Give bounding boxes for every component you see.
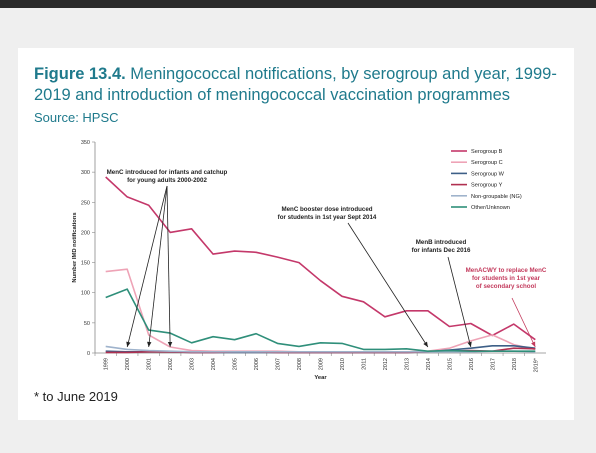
legend-label: Other/Unknown [471, 205, 510, 211]
x-tick-label: 2005 [233, 358, 239, 370]
legend-label: Non-groupable (NG) [471, 194, 522, 200]
footnote: * to June 2019 [34, 389, 118, 404]
annotation-arrowhead [423, 341, 428, 347]
annotation-text: for young adults 2000-2002 [127, 177, 207, 184]
x-tick-label: 2014 [426, 358, 432, 370]
annotation-text: MenC introduced for infants and catchup [107, 169, 228, 176]
x-tick-label: 2018 [512, 358, 518, 370]
x-tick-label: 2000 [125, 358, 131, 370]
y-tick-label: 100 [81, 291, 90, 297]
annotation-arrowhead [167, 341, 173, 347]
annotation-arrow [511, 297, 536, 348]
annotation-text: MenC booster dose introduced [281, 206, 372, 213]
legend-label: Serogroup W [471, 171, 505, 177]
figure-label: Figure 13.4. [34, 65, 126, 83]
annotation-text: for students in 1st year Sept 2014 [278, 214, 377, 221]
annotation-text: MenB introduced [416, 239, 467, 246]
figure-panel: Figure 13.4. Meningococcal notifications… [18, 48, 574, 420]
chart-annotations: MenC introduced for infants and catchupf… [107, 169, 547, 348]
annotation-arrowhead [147, 341, 152, 347]
line-chart: 0 50 100 150 200 250 300 350 1999 2000 2001 2002 200… [72, 140, 547, 381]
annotation-arrow [126, 185, 168, 348]
annotation-text: for infants Dec 2016 [412, 247, 471, 254]
x-tick-label: 2004 [211, 358, 217, 370]
series-line-0 [105, 176, 536, 341]
figure-title-text: Meningococcal notifications, by serogrou… [34, 65, 557, 104]
y-tick-label: 200 [81, 230, 90, 236]
series-lines [105, 176, 536, 354]
y-tick-label: 50 [84, 321, 90, 327]
y-tick-label: 0 [87, 351, 90, 357]
x-tick-label: 2013 [404, 358, 410, 370]
x-axis-label: Year [314, 375, 327, 381]
annotation-arrowhead [531, 341, 536, 347]
annotation-arrowhead [467, 341, 472, 347]
y-axis-label: Number IMD notifications [72, 212, 78, 282]
x-tick-label: 2009 [319, 358, 325, 370]
x-tick-label: 2016 [469, 358, 475, 370]
x-tick-label: 2011 [361, 358, 367, 370]
top-bar [0, 0, 596, 8]
figure-title: Figure 13.4. Meningococcal notifications… [34, 64, 574, 106]
chart-legend: Serogroup B Serogroup C Serogroup W Serogro… [451, 149, 522, 211]
y-tick-label: 350 [81, 140, 90, 146]
x-tick-label: 2007 [276, 358, 282, 370]
figure-source: Source: HPSC [34, 110, 119, 125]
x-tick-label: 2002 [168, 358, 174, 370]
annotation-arrowhead [126, 341, 131, 347]
annotation-text: of secondary school [476, 283, 536, 290]
annotation-text: for students in 1st year [472, 275, 541, 282]
y-tick-label: 250 [81, 200, 90, 206]
legend-label: Serogroup B [471, 149, 503, 155]
x-tick-label: 2008 [297, 358, 303, 370]
x-tick-label: 1999 [104, 358, 110, 370]
annotation-arrow [148, 185, 168, 348]
x-tick-label: 2001 [147, 358, 153, 370]
legend-label: Serogroup Y [471, 183, 503, 189]
annotation-arrow [166, 185, 171, 348]
x-tick-label: 2015 [447, 358, 453, 370]
annotation-arrow [447, 256, 472, 348]
x-tick-label: 2019* [533, 357, 539, 372]
x-tick-label: 2006 [254, 358, 260, 370]
chart-axes: 0 50 100 150 200 250 300 350 1999 2000 2001 2002 200… [72, 140, 546, 381]
x-tick-label: 2017 [490, 358, 496, 370]
x-tick-label: 2010 [340, 358, 346, 370]
annotation-arrow [347, 222, 429, 348]
y-tick-label: 150 [81, 261, 90, 267]
legend-label: Serogroup C [471, 160, 503, 166]
x-tick-label: 2003 [190, 358, 196, 370]
series-line-5 [105, 288, 536, 352]
annotation-text: MenACWY to replace MenC [466, 267, 547, 274]
x-tick-label: 2012 [383, 358, 389, 370]
y-tick-label: 300 [81, 170, 90, 176]
